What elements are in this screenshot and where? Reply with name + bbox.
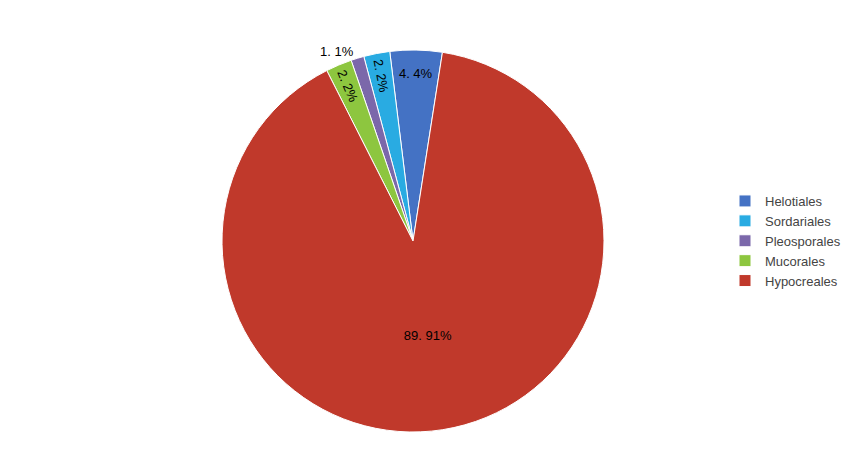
svg-text:Pleosporales: Pleosporales (765, 234, 841, 249)
svg-text:Sordariales: Sordariales (765, 214, 831, 229)
svg-text:1. 1%: 1. 1% (320, 44, 354, 59)
svg-text:4. 4%: 4. 4% (399, 66, 433, 81)
svg-text:Hypocreales: Hypocreales (765, 274, 838, 289)
svg-text:Helotiales: Helotiales (765, 194, 823, 209)
svg-text:Mucorales: Mucorales (765, 254, 825, 269)
svg-text:2. 2%: 2. 2% (370, 58, 391, 94)
svg-text:89. 91%: 89. 91% (404, 328, 452, 343)
svg-text:2. 2%: 2. 2% (334, 67, 361, 105)
